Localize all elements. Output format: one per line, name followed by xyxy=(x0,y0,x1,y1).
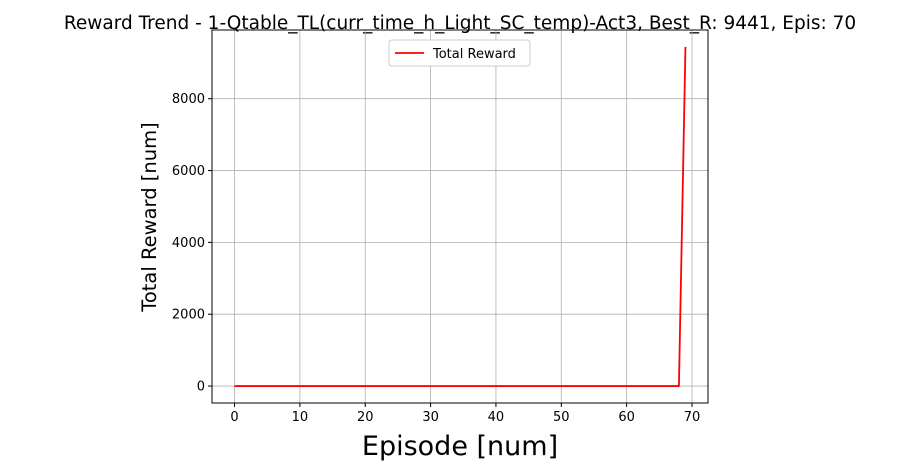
x-tick-label-0: 0 xyxy=(230,410,238,425)
grid-lines xyxy=(212,30,708,403)
plot-frame xyxy=(211,29,709,404)
y-tick-label-0: 0 xyxy=(197,380,205,395)
x-axis-ticks: 0 10 20 30 40 50 60 70 xyxy=(230,403,700,425)
x-tick-label-2: 20 xyxy=(357,410,374,425)
x-tick-label-5: 50 xyxy=(553,410,570,425)
y-tick-label-3: 6000 xyxy=(172,164,205,179)
legend: Total Reward xyxy=(388,39,531,67)
x-tick-label-4: 40 xyxy=(488,410,505,425)
legend-box xyxy=(388,39,531,67)
x-tick-label-3: 30 xyxy=(422,410,439,425)
x-tick-label-1: 10 xyxy=(292,410,309,425)
y-axis-label: Total Reward [num] xyxy=(138,122,161,313)
series-group xyxy=(234,46,687,387)
y-axis-ticks: 0 2000 4000 6000 8000 xyxy=(172,92,212,395)
legend-label-total-reward: Total Reward xyxy=(432,47,516,62)
y-tick-label-1: 2000 xyxy=(172,308,205,323)
x-tick-label-6: 60 xyxy=(618,410,635,425)
x-tick-label-7: 70 xyxy=(684,410,701,425)
chart-title: Reward Trend - 1-Qtable_TL(curr_time_h_L… xyxy=(64,13,856,34)
x-axis-label: Episode [num] xyxy=(362,431,558,462)
y-tick-label-2: 4000 xyxy=(172,236,205,251)
y-tick-label-4: 8000 xyxy=(172,92,205,107)
series-line-total-reward xyxy=(234,46,687,387)
